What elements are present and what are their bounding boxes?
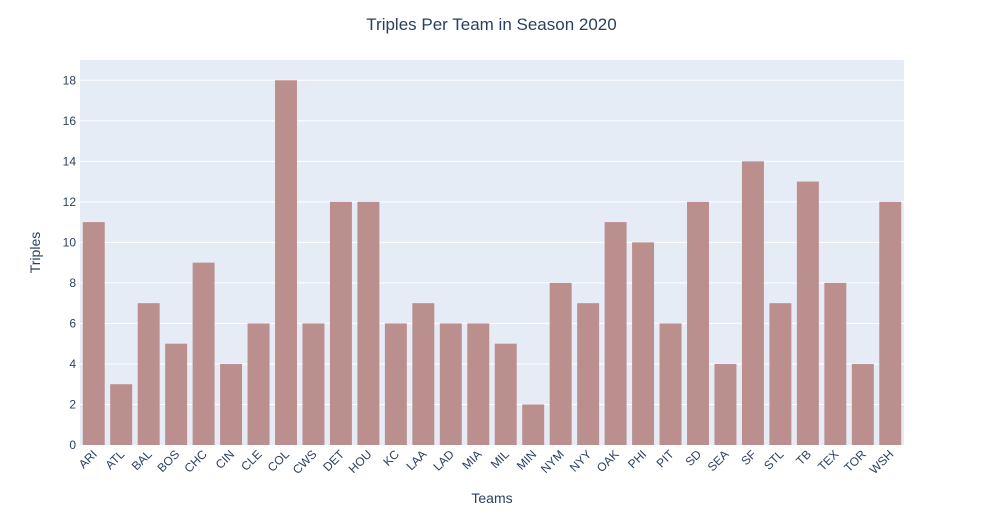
bar-sf[interactable] xyxy=(741,161,764,445)
bar-tor[interactable] xyxy=(851,363,874,445)
bar-mil[interactable] xyxy=(494,343,517,445)
x-tick-label: TB xyxy=(793,447,814,468)
x-tick-label: DET xyxy=(320,447,347,474)
y-tick-label: 10 xyxy=(63,235,77,249)
x-tick-label: CLE xyxy=(238,447,264,473)
bar-col[interactable] xyxy=(275,80,297,446)
x-tick-label: SF xyxy=(738,447,759,468)
bar-chc[interactable] xyxy=(192,262,215,445)
x-tick-label: STL xyxy=(761,447,787,473)
bar-bos[interactable] xyxy=(165,343,188,445)
bar-det[interactable] xyxy=(329,201,352,445)
bar-bal[interactable] xyxy=(137,303,160,445)
chart-title: Triples Per Team in Season 2020 xyxy=(366,15,616,34)
bar-stl[interactable] xyxy=(769,303,792,445)
bar-nyy[interactable] xyxy=(577,303,600,445)
bar-atl[interactable] xyxy=(110,384,133,445)
bar-hou[interactable] xyxy=(357,201,380,445)
x-tick-label: NYY xyxy=(567,447,594,474)
x-tick-label: PIT xyxy=(654,447,678,471)
y-tick-label: 6 xyxy=(69,316,76,330)
bar-tb[interactable] xyxy=(796,181,819,445)
bar-pit[interactable] xyxy=(659,323,682,445)
bar-laa[interactable] xyxy=(412,303,435,445)
y-tick-label: 14 xyxy=(63,154,77,168)
y-tick-label: 18 xyxy=(63,73,77,87)
x-tick-label: MIA xyxy=(459,447,484,472)
y-tick-label: 2 xyxy=(69,397,76,411)
bar-ari[interactable] xyxy=(82,222,105,445)
bar-sea[interactable] xyxy=(714,363,737,445)
x-tick-label: CIN xyxy=(213,447,238,472)
y-tick-label: 0 xyxy=(69,438,76,452)
bar-kc[interactable] xyxy=(384,323,407,445)
bar-lad[interactable] xyxy=(439,323,462,445)
bar-sd[interactable] xyxy=(687,201,709,445)
y-tick-label: 12 xyxy=(63,195,77,209)
bar-wsh[interactable] xyxy=(879,201,902,445)
bar-nym[interactable] xyxy=(549,282,572,445)
x-tick-label: BAL xyxy=(129,447,155,473)
x-tick-label: HOU xyxy=(346,447,375,476)
bar-cle[interactable] xyxy=(247,323,270,445)
x-tick-label: LAA xyxy=(404,447,430,473)
x-tick-label: COL xyxy=(265,447,293,475)
bar-mia[interactable] xyxy=(467,323,490,445)
y-axis-ticks: 0 2 4 6 8 10 12 14 16 18 xyxy=(63,73,77,452)
x-tick-label: PHI xyxy=(625,447,649,471)
x-tick-label: SD xyxy=(682,447,704,469)
x-tick-label: WSH xyxy=(867,447,897,477)
x-tick-label: CHC xyxy=(181,447,210,476)
bar-cws[interactable] xyxy=(302,323,325,445)
x-tick-label: NYM xyxy=(538,447,567,476)
x-axis-title: Teams xyxy=(471,490,512,506)
x-tick-label: TOR xyxy=(841,447,869,475)
x-tick-label: MIN xyxy=(514,447,539,472)
x-tick-label: SEA xyxy=(705,447,732,474)
x-tick-label: OAK xyxy=(594,447,622,475)
bar-phi[interactable] xyxy=(632,242,655,445)
bars xyxy=(82,80,902,446)
x-tick-label: MIL xyxy=(488,447,512,471)
x-tick-label: CWS xyxy=(290,447,320,477)
plot-area xyxy=(80,60,904,445)
y-tick-label: 4 xyxy=(69,357,76,371)
bar-oak[interactable] xyxy=(604,222,627,445)
x-tick-label: ARI xyxy=(76,447,100,471)
gridlines xyxy=(80,79,904,405)
y-tick-label: 8 xyxy=(69,276,76,290)
y-axis-title: Triples xyxy=(27,232,43,274)
x-tick-label: KC xyxy=(380,447,402,469)
x-tick-label: TEX xyxy=(815,447,841,473)
x-tick-label: BOS xyxy=(154,447,182,475)
y-tick-label: 16 xyxy=(63,114,77,128)
bar-min[interactable] xyxy=(522,404,545,445)
x-tick-label: ATL xyxy=(102,447,127,472)
x-tick-label: LAD xyxy=(431,447,458,474)
bar-cin[interactable] xyxy=(220,363,243,445)
bar-tex[interactable] xyxy=(824,282,847,445)
